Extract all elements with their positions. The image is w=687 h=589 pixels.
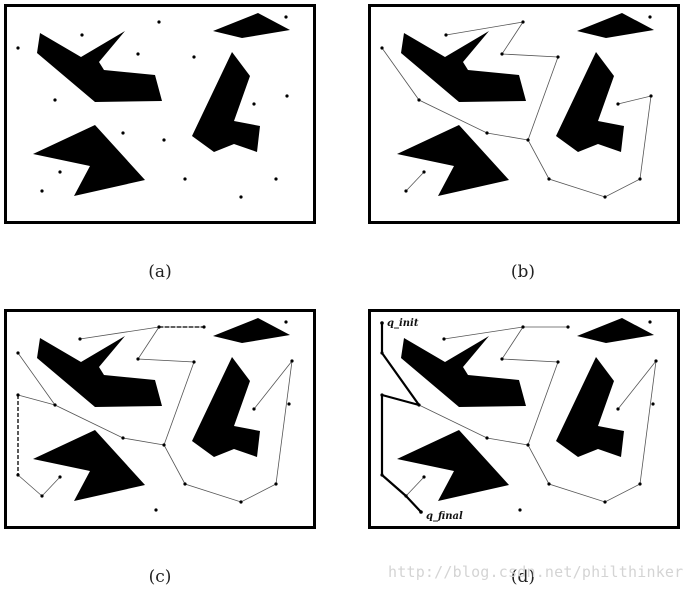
obstacle-hook <box>556 52 624 152</box>
panel-b <box>368 4 680 224</box>
new-edges <box>17 326 204 475</box>
obstacle-hook <box>192 52 260 152</box>
watermark-url: http://blog.csdn.net/philthinker <box>388 563 684 581</box>
caption-d: (d) <box>510 567 536 587</box>
obstacle-arrow <box>37 336 162 407</box>
sample-nodes <box>380 320 658 514</box>
obstacle-chevron <box>397 430 509 501</box>
sample-nodes <box>16 320 294 512</box>
roadmap-edges <box>381 21 652 198</box>
obstacle-triangle <box>577 318 654 343</box>
obstacle-chevron <box>33 430 145 501</box>
obstacle-chevron <box>397 125 509 196</box>
obstacle-arrow <box>401 31 526 102</box>
obstacle-hook <box>556 357 624 457</box>
workspace-frame <box>4 4 316 224</box>
roadmap-edges <box>405 326 657 503</box>
obstacle-arrow <box>401 336 526 407</box>
sample-nodes <box>16 15 289 199</box>
caption-a: (a) <box>148 262 172 282</box>
obstacle-chevron <box>33 125 145 196</box>
panel-a <box>4 4 316 224</box>
workspace-frame <box>368 4 680 224</box>
goal-label: q_final <box>426 511 463 522</box>
start-label: q_init <box>387 318 419 329</box>
caption-c: (c) <box>148 567 172 587</box>
obstacle-arrow <box>37 31 162 102</box>
roadmap-edges <box>17 326 293 503</box>
panel-c <box>4 309 316 529</box>
workspace-frame <box>4 309 316 529</box>
workspace-frame <box>368 309 680 529</box>
obstacle-triangle <box>213 13 290 38</box>
obstacle-hook <box>192 357 260 457</box>
caption-b: (b) <box>510 262 536 282</box>
sample-nodes <box>380 15 653 199</box>
panel-d: q_init q_final <box>368 309 680 529</box>
obstacle-triangle <box>577 13 654 38</box>
obstacle-triangle <box>213 318 290 343</box>
